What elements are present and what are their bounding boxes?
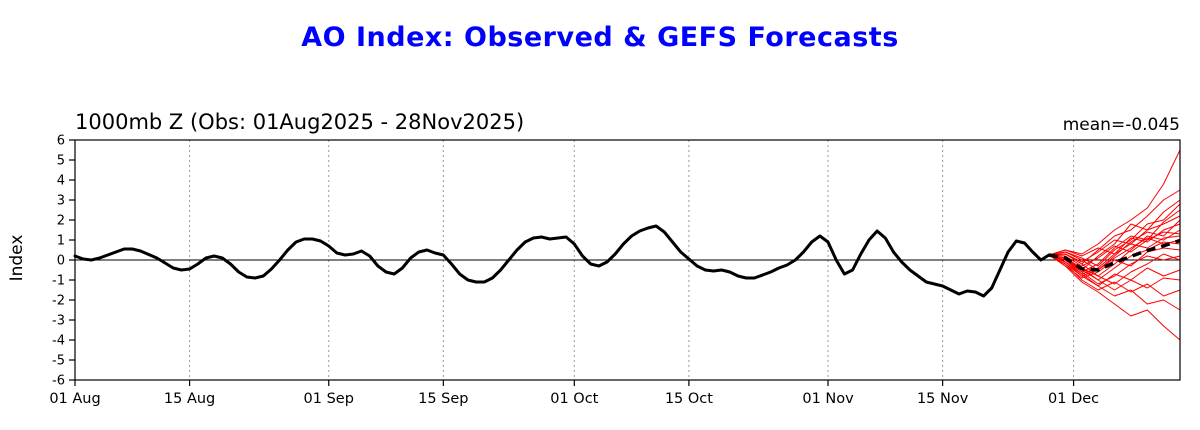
chart-title: AO Index: Observed & GEFS Forecasts — [301, 22, 899, 53]
y-tick-label: -6 — [52, 374, 65, 389]
y-tick-label: 2 — [57, 214, 65, 229]
x-tick-label: 01 Sep — [304, 391, 354, 407]
observed-line — [73, 224, 1051, 298]
chart-subtitle: 1000mb Z (Obs: 01Aug2025 - 28Nov2025) — [75, 110, 525, 134]
mean-value-label: mean=-0.045 — [1062, 115, 1180, 135]
y-tick-label: -4 — [52, 334, 65, 349]
ensemble-member-line — [1048, 203, 1181, 267]
x-tick-label: 01 Oct — [550, 391, 598, 407]
ensemble-member-line — [1048, 237, 1181, 271]
y-tick-label: 1 — [57, 234, 65, 249]
ensemble-mean-line — [1048, 238, 1181, 272]
y-tick-label: 3 — [57, 194, 65, 209]
y-tick-label: 5 — [57, 154, 65, 169]
x-tick-label: 01 Nov — [802, 391, 854, 407]
x-tick-label: 15 Oct — [665, 391, 713, 407]
x-tick-label: 15 Aug — [164, 391, 215, 407]
ensemble-member-line — [1048, 199, 1181, 271]
y-tick-label: -1 — [52, 274, 65, 289]
x-tick-label: 01 Aug — [49, 391, 100, 407]
y-tick-label: -3 — [52, 314, 65, 329]
x-tick-label: 15 Sep — [418, 391, 468, 407]
x-tick-label: 01 Dec — [1048, 391, 1099, 407]
y-tick-label: 0 — [57, 254, 65, 269]
y-tick-label: -5 — [52, 354, 65, 369]
ensemble-member-line — [1048, 231, 1181, 267]
y-tick-label: -2 — [52, 294, 65, 309]
ensemble-member-line — [1048, 254, 1181, 297]
ensemble-member-line — [1048, 215, 1181, 263]
y-tick-label: 4 — [57, 174, 65, 189]
x-tick-label: 15 Nov — [917, 391, 969, 407]
ensemble-member-line — [1048, 254, 1181, 341]
ensemble-member-line — [1048, 253, 1181, 285]
y-tick-label: 6 — [57, 134, 65, 149]
ensemble-member-line — [1048, 254, 1181, 311]
ensemble-member-line — [1048, 235, 1181, 275]
ensemble-member-line — [1048, 254, 1181, 285]
ensemble-member-line — [1048, 254, 1181, 287]
ensemble-member-line — [1048, 149, 1181, 256]
